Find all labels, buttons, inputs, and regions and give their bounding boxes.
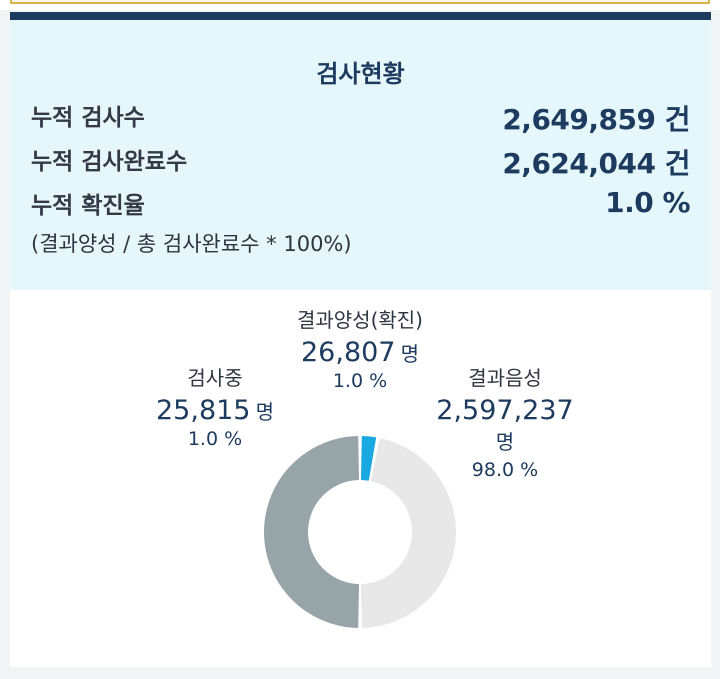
stats-title: 검사현황 — [316, 60, 405, 88]
positive-count: 26,807 — [301, 337, 396, 368]
positive-legend: 결과양성(확진) 26,807 명 1.0 % — [260, 304, 460, 392]
negative-name: 결과음성 — [468, 366, 542, 390]
testing-pct: 1.0 % — [187, 428, 243, 450]
test-status-card: 검사현황 누적 검사수 2,649,859 건 누적 검사완료수 2,624,0… — [10, 12, 711, 667]
donut-slice-negative[interactable] — [360, 438, 457, 628]
negative-legend: 결과음성 2,597,237 명 98.0 % — [420, 362, 590, 481]
positive-name: 결과양성(확진) — [296, 308, 423, 332]
accent-bar — [10, 12, 711, 20]
donut-slice-testing[interactable] — [263, 436, 360, 628]
stats-panel: 검사현황 누적 검사수 2,649,859 건 누적 검사완료수 2,624,0… — [10, 20, 711, 290]
positive-pct: 1.0 % — [332, 370, 388, 392]
positive-unit: 명 — [400, 342, 419, 366]
test-result-donut-chart — [263, 436, 457, 628]
testing-legend: 검사중 25,815 명 1.0 % — [140, 362, 290, 450]
testing-name: 검사중 — [187, 366, 243, 390]
positive-rate-formula: (결과양성 / 총 검사완료수 * 100%) — [31, 232, 352, 256]
header-border — [10, 0, 710, 4]
cumulative-tests-label: 누적 검사수 — [31, 105, 145, 131]
negative-unit: 명 — [495, 430, 515, 454]
positive-rate-value: 1.0 % — [605, 186, 690, 219]
completed-tests-value: 2,624,044 건 — [502, 147, 690, 180]
chart-area: 결과양성(확진) 26,807 명 1.0 % 검사중 25,815 명 1.0… — [10, 290, 711, 667]
top-frame — [0, 0, 720, 10]
cumulative-tests-value: 2,649,859 건 — [502, 103, 690, 136]
testing-count: 25,815 — [156, 395, 251, 426]
bottom-strip — [0, 667, 720, 679]
donut-slice-positive[interactable] — [360, 436, 377, 481]
positive-rate-label: 누적 확진율 — [31, 193, 145, 219]
negative-pct: 98.0 % — [471, 459, 539, 481]
testing-unit: 명 — [255, 400, 274, 424]
negative-count: 2,597,237 — [436, 395, 574, 426]
completed-tests-label: 누적 검사완료수 — [31, 149, 188, 175]
